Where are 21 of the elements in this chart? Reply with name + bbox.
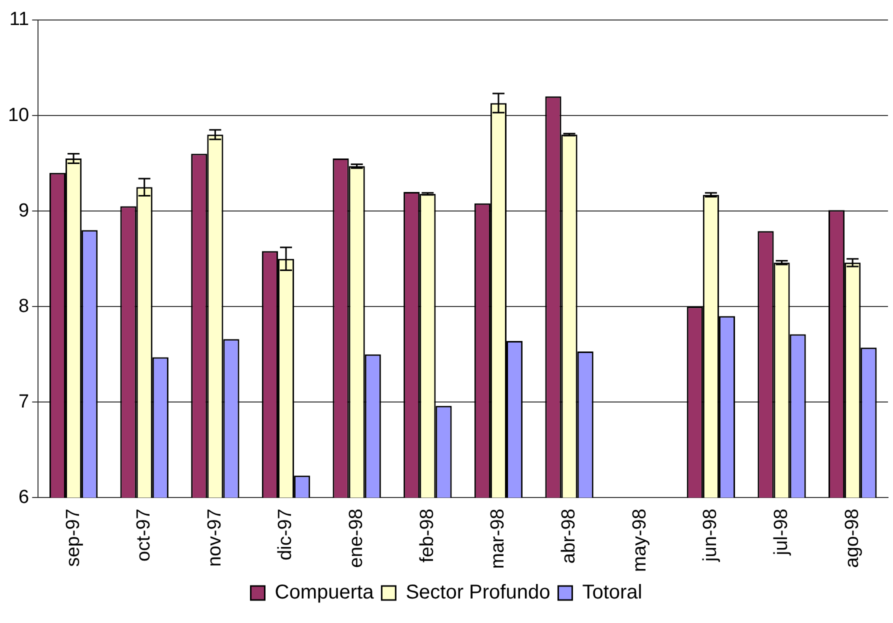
y-tick-label: 11 [9,9,30,30]
x-tick-label: sep-97 [62,508,84,567]
legend-label: Compuerta [274,582,375,604]
x-tick-label: oct-97 [134,508,155,562]
x-tick-label: ene-98 [346,508,368,568]
x-tick-label: abr-98 [558,508,580,564]
x-tick-label: dic-97 [275,508,296,560]
y-tick-label: 9 [18,200,30,222]
x-tick-label: jul-98 [771,508,792,556]
x-tick-label: may-98 [629,508,650,572]
x-tick-label: jun-98 [700,508,722,562]
y-tick-label: 10 [8,104,30,126]
x-tick-label: feb-98 [416,508,438,563]
y-tick-label: 6 [18,486,30,508]
legend-label: Totoral [582,582,642,604]
x-tick-label: mar-98 [488,508,509,569]
y-tick-label: 7 [18,391,30,412]
x-tick-label: nov-97 [204,508,226,567]
y-tick-label: 8 [18,296,30,317]
x-tick-label: ago-98 [842,508,863,568]
legend-label: Sector Profundo [406,582,550,604]
